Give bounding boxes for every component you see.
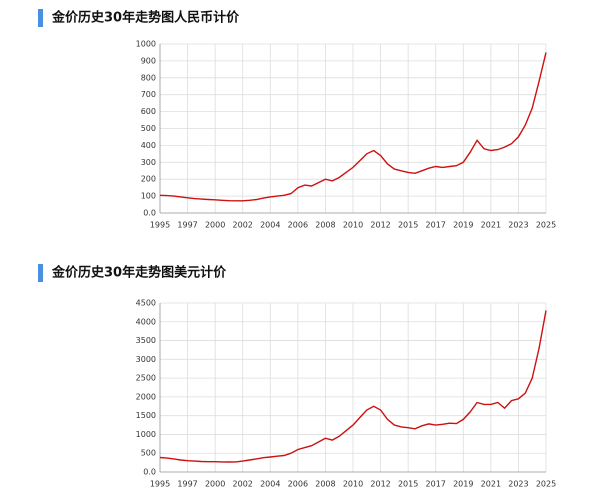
y-tick-label: 1000 [136,430,156,439]
x-tick-label: 2010 [343,221,363,230]
x-tick-label: 2010 [343,480,363,489]
x-tick-label: 2004 [260,480,280,489]
x-tick-label: 1995 [150,480,170,489]
x-tick-label: 2004 [260,221,280,230]
x-tick-label: 2002 [233,221,253,230]
x-tick-label: 2000 [205,221,225,230]
x-tick-label: 2023 [508,221,528,230]
y-tick-label: 1500 [136,411,156,420]
x-tick-label: 2008 [315,221,335,230]
x-tick-label: 2019 [453,221,473,230]
x-tick-label: 2017 [426,221,446,230]
x-tick-label: 2021 [481,480,501,489]
title-marker [38,9,43,27]
x-tick-label: 2000 [205,480,225,489]
y-tick-label: 900 [141,56,156,65]
x-tick-label: 2023 [508,480,528,489]
y-tick-label: 4500 [136,299,156,308]
y-tick-label: 200 [141,175,156,184]
chart-title: 金价历史30年走势图人民币计价 [51,10,240,26]
x-tick-label: 2017 [426,480,446,489]
y-tick-label: 4000 [136,317,156,326]
y-tick-label: 3000 [136,355,156,364]
y-tick-label: 700 [141,90,156,99]
title-marker [38,264,43,282]
y-tick-label: 500 [141,449,156,458]
x-tick-label: 1995 [150,221,170,230]
x-tick-label: 2019 [453,480,473,489]
y-tick-label: 1000 [136,40,156,49]
x-tick-label: 1997 [177,480,197,489]
y-tick-label: 2500 [136,374,156,383]
x-tick-label: 2025 [536,221,556,230]
price-line [159,310,547,463]
y-tick-label: 500 [141,124,156,133]
y-tick-label: 800 [141,73,156,82]
x-tick-label: 2002 [233,480,253,489]
y-tick-label: 600 [141,107,156,116]
x-tick-label: 2015 [398,480,418,489]
y-tick-label: 0.0 [143,468,156,477]
x-tick-label: 2006 [288,480,308,489]
x-tick-label: 2021 [481,221,501,230]
x-tick-label: 2012 [370,480,390,489]
x-tick-label: 2006 [288,221,308,230]
y-tick-label: 300 [141,158,156,167]
y-tick-label: 400 [141,141,156,150]
y-tick-label: 2000 [136,392,156,401]
y-tick-label: 3500 [136,336,156,345]
price-line [159,52,547,202]
x-tick-label: 2008 [315,480,335,489]
x-tick-label: 2015 [398,221,418,230]
chart-title: 金价历史30年走势图美元计价 [51,265,227,281]
x-tick-label: 2012 [370,221,390,230]
x-tick-label: 1997 [177,221,197,230]
x-tick-label: 2025 [536,480,556,489]
y-tick-label: 100 [141,192,156,201]
y-tick-label: 0.0 [143,209,156,218]
